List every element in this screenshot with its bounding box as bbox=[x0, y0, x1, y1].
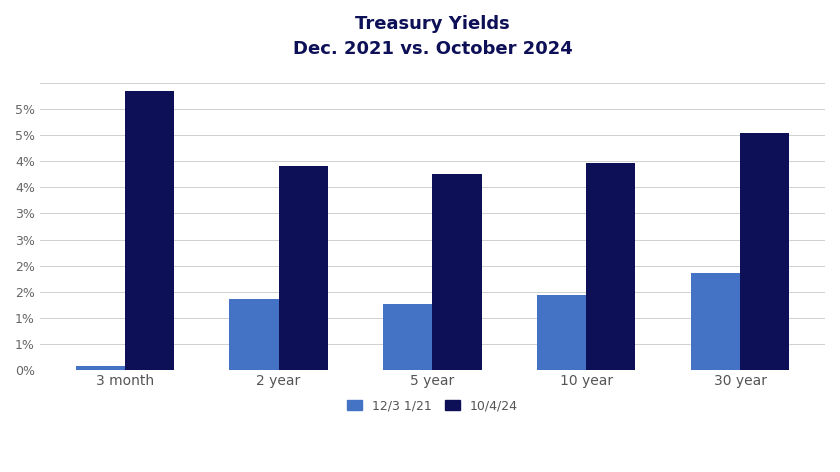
Title: Treasury Yields
Dec. 2021 vs. October 2024: Treasury Yields Dec. 2021 vs. October 20… bbox=[292, 15, 572, 58]
Bar bbox=[76, 366, 125, 370]
Bar bbox=[383, 304, 433, 370]
Bar bbox=[433, 174, 481, 370]
Bar bbox=[740, 134, 790, 370]
Bar bbox=[537, 295, 586, 370]
Bar bbox=[279, 166, 328, 370]
Bar bbox=[586, 163, 636, 370]
Bar bbox=[690, 273, 740, 370]
Bar bbox=[229, 299, 279, 370]
Bar bbox=[125, 91, 174, 370]
Legend: 12/3 1/21, 10/4/24: 12/3 1/21, 10/4/24 bbox=[343, 395, 522, 418]
